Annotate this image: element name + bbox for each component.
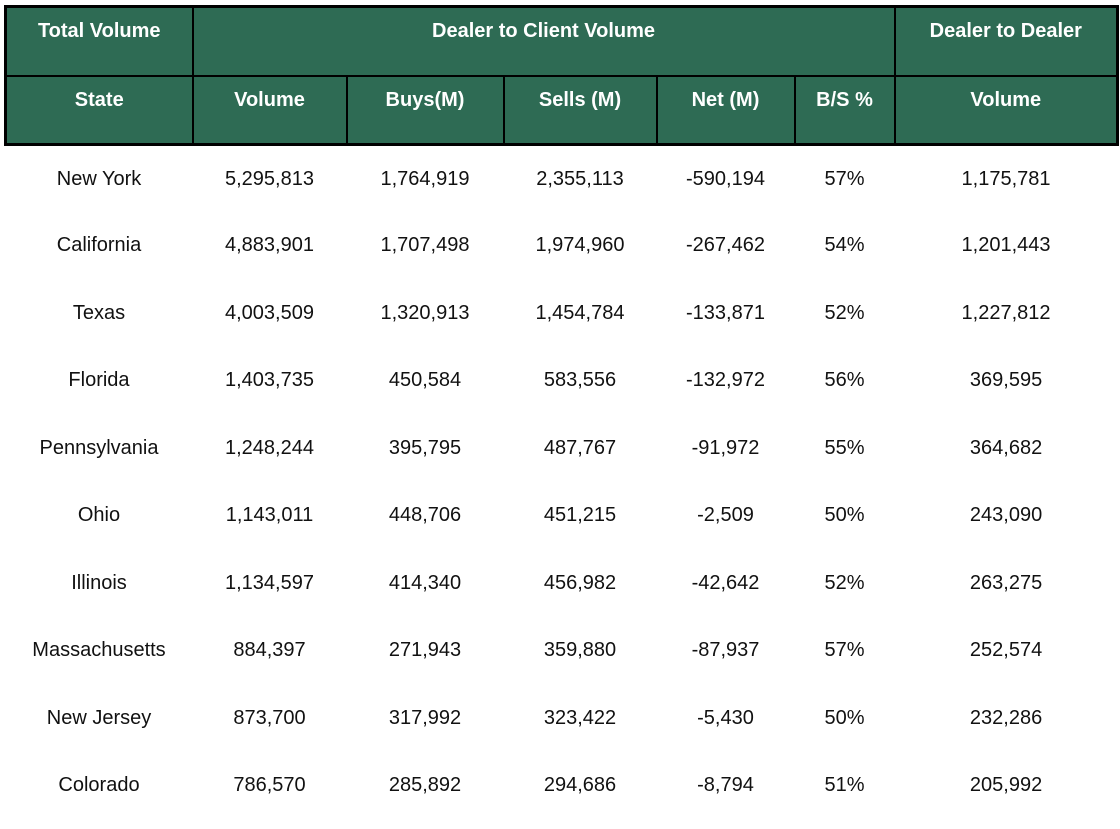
table-row: Florida 1,403,735 450,584 583,556 -132,972 56… [5,347,1118,415]
cell-net-m: -5,430 [656,684,795,752]
cell-volume: 1,201,443 [894,212,1118,280]
cell-net-m: -42,642 [656,549,795,617]
table-row: Texas 4,003,509 1,320,913 1,454,784 -133,871… [5,279,1118,347]
col-header-bs-pct: B/S % [793,74,896,146]
cell-buys-m: 395,795 [346,414,504,482]
cell-sells-m: 1,974,960 [503,212,657,280]
cell-sells-m: 487,767 [503,414,657,482]
table-row: California 4,883,901 1,707,498 1,974,960 -26… [5,212,1118,280]
cell-volume: 873,700 [192,684,347,752]
table-row: Colorado 786,570 285,892 294,686 -8,794 51% 20… [5,752,1118,820]
cell-net-m: -590,194 [656,144,795,212]
table-row: New York 5,295,813 1,764,919 2,355,113 -590,… [5,144,1118,212]
cell-volume: 4,003,509 [192,279,347,347]
cell-volume: 232,286 [894,684,1118,752]
cell-volume: 884,397 [192,617,347,685]
table-body: New York 5,295,813 1,764,919 2,355,113 -590,… [5,144,1118,820]
cell-b-s: 50% [794,482,895,550]
header-columns-row: State Volume Buys(M) Sells (M) Net (M) B… [4,74,1120,146]
cell-volume: 786,570 [192,752,347,820]
cell-sells-m: 451,215 [503,482,657,550]
cell-b-s: 51% [794,752,895,820]
cell-b-s: 56% [794,347,895,415]
cell-b-s: 57% [794,617,895,685]
cell-state: New York [5,144,193,212]
cell-volume: 243,090 [894,482,1118,550]
cell-volume: 252,574 [894,617,1118,685]
cell-buys-m: 285,892 [346,752,504,820]
cell-buys-m: 1,764,919 [346,144,504,212]
table-row: Ohio 1,143,011 448,706 451,215 -2,509 50% 243,… [5,482,1118,550]
state-volume-table: Total Volume Dealer to Client Volume Dea… [4,5,1120,820]
col-header-sells-m: Sells (M) [502,74,658,146]
cell-state: Colorado [5,752,193,820]
header-dealer-to-client-volume: Dealer to Client Volume [191,5,896,77]
cell-state: Massachusetts [5,617,193,685]
cell-b-s: 50% [794,684,895,752]
cell-sells-m: 583,556 [503,347,657,415]
cell-state: New Jersey [5,684,193,752]
cell-volume: 1,248,244 [192,414,347,482]
cell-net-m: -8,794 [656,752,795,820]
cell-volume: 369,595 [894,347,1118,415]
table-row: Pennsylvania 1,248,244 395,795 487,767 -91,9… [5,414,1118,482]
cell-net-m: -133,871 [656,279,795,347]
cell-sells-m: 359,880 [503,617,657,685]
cell-sells-m: 323,422 [503,684,657,752]
cell-buys-m: 271,943 [346,617,504,685]
cell-sells-m: 2,355,113 [503,144,657,212]
cell-volume: 205,992 [894,752,1118,820]
header-group-row: Total Volume Dealer to Client Volume Dea… [4,5,1120,77]
cell-b-s: 57% [794,144,895,212]
col-header-net-m: Net (M) [655,74,796,146]
cell-state: Ohio [5,482,193,550]
cell-buys-m: 317,992 [346,684,504,752]
cell-volume: 1,175,781 [894,144,1118,212]
col-header-state: State [4,74,194,146]
cell-buys-m: 414,340 [346,549,504,617]
col-header-volume: Volume [191,74,348,146]
cell-b-s: 52% [794,549,895,617]
cell-buys-m: 1,320,913 [346,279,504,347]
col-header-dealer-volume: Volume [893,74,1120,146]
cell-net-m: -132,972 [656,347,795,415]
cell-volume: 1,134,597 [192,549,347,617]
cell-volume: 1,227,812 [894,279,1118,347]
table-header: Total Volume Dealer to Client Volume Dea… [4,5,1120,146]
cell-volume: 5,295,813 [192,144,347,212]
cell-buys-m: 450,584 [346,347,504,415]
cell-volume: 1,143,011 [192,482,347,550]
cell-sells-m: 456,982 [503,549,657,617]
cell-buys-m: 448,706 [346,482,504,550]
header-dealer-to-dealer: Dealer to Dealer [893,5,1120,77]
cell-state: Texas [5,279,193,347]
cell-state: Pennsylvania [5,414,193,482]
cell-volume: 4,883,901 [192,212,347,280]
table-row: New Jersey 873,700 317,992 323,422 -5,430 50%… [5,684,1118,752]
cell-sells-m: 294,686 [503,752,657,820]
col-header-buys-m: Buys(M) [345,74,505,146]
cell-net-m: -87,937 [656,617,795,685]
cell-sells-m: 1,454,784 [503,279,657,347]
cell-net-m: -91,972 [656,414,795,482]
cell-buys-m: 1,707,498 [346,212,504,280]
cell-state: California [5,212,193,280]
cell-net-m: -2,509 [656,482,795,550]
cell-volume: 364,682 [894,414,1118,482]
cell-state: Illinois [5,549,193,617]
cell-b-s: 52% [794,279,895,347]
cell-b-s: 55% [794,414,895,482]
table-row: Illinois 1,134,597 414,340 456,982 -42,642 52… [5,549,1118,617]
cell-volume: 1,403,735 [192,347,347,415]
cell-state: Florida [5,347,193,415]
cell-b-s: 54% [794,212,895,280]
cell-volume: 263,275 [894,549,1118,617]
header-total-volume: Total Volume [4,5,194,77]
cell-net-m: -267,462 [656,212,795,280]
table-row: Massachusetts 884,397 271,943 359,880 -87,93… [5,617,1118,685]
